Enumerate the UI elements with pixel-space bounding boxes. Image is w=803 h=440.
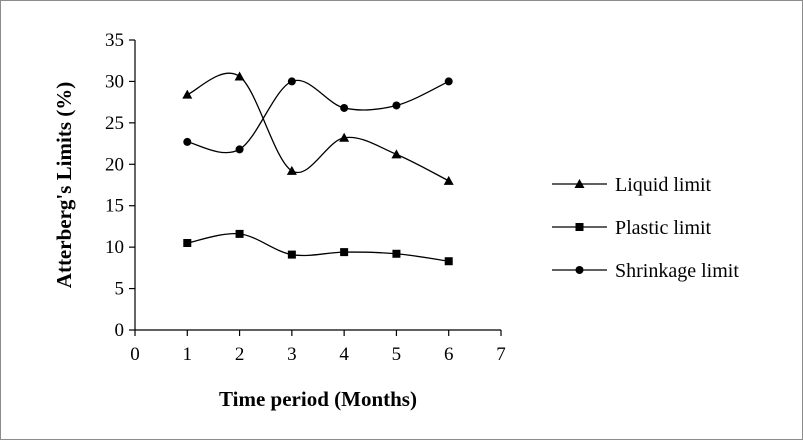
series-liquid-limit: [182, 71, 454, 185]
legend-marker: [575, 266, 584, 274]
data-point: [340, 248, 349, 257]
x-ticks: 0 1 2 3 4 5 6 7: [130, 330, 506, 365]
data-point: [235, 145, 244, 154]
series-line: [187, 233, 449, 262]
data-point: [286, 165, 297, 175]
data-point: [392, 101, 401, 110]
data-point: [287, 77, 296, 86]
y-tick-label: 0: [115, 320, 125, 341]
data-point: [444, 77, 453, 86]
legend-label: Shrinkage limit: [615, 260, 739, 282]
y-tick-label: 5: [115, 279, 125, 300]
legend-marker: [574, 179, 585, 188]
series-plastic-limit: [183, 229, 453, 266]
data-point: [443, 175, 454, 185]
data-point: [391, 149, 402, 159]
series-shrinkage-limit: [183, 77, 453, 154]
legend: Liquid limit Plastic limit Shrinkage limit: [552, 174, 739, 282]
legend-item: Plastic limit: [552, 217, 712, 239]
data-point: [339, 132, 350, 142]
legend-item: Liquid limit: [552, 174, 712, 196]
data-point: [444, 257, 453, 266]
data-point: [234, 71, 245, 81]
y-tick-label: 15: [105, 196, 124, 217]
y-axis-title: Atterberg's Limits (%): [52, 82, 76, 288]
data-point: [287, 250, 296, 259]
y-ticks: 0 5 10 15 20 25 30 35: [105, 30, 135, 341]
y-tick-label: 35: [105, 30, 124, 51]
legend-label: Liquid limit: [615, 174, 712, 196]
series-layer: [182, 71, 454, 266]
x-tick-label: 5: [392, 344, 402, 365]
x-tick-label: 2: [235, 344, 245, 365]
data-point: [340, 103, 349, 112]
x-tick-label: 7: [496, 344, 506, 365]
x-tick-label: 1: [183, 344, 193, 365]
y-tick-label: 20: [105, 154, 124, 175]
data-point: [183, 137, 192, 146]
series-line: [187, 72, 450, 182]
legend-marker: [575, 223, 584, 231]
x-tick-label: 6: [444, 344, 454, 365]
x-tick-label: 4: [339, 344, 349, 365]
y-tick-label: 30: [105, 71, 124, 92]
legend-label: Plastic limit: [615, 217, 712, 239]
y-tick-label: 25: [105, 113, 124, 134]
series-line: [187, 79, 449, 154]
legend-item: Shrinkage limit: [552, 260, 739, 282]
x-axis-title: Time period (Months): [219, 387, 417, 411]
y-tick-label: 10: [105, 237, 124, 258]
data-point: [235, 229, 244, 238]
data-point: [183, 239, 192, 247]
data-point: [392, 249, 401, 258]
x-tick-label: 0: [130, 344, 140, 365]
data-point: [182, 89, 193, 99]
x-tick-label: 3: [287, 344, 297, 365]
